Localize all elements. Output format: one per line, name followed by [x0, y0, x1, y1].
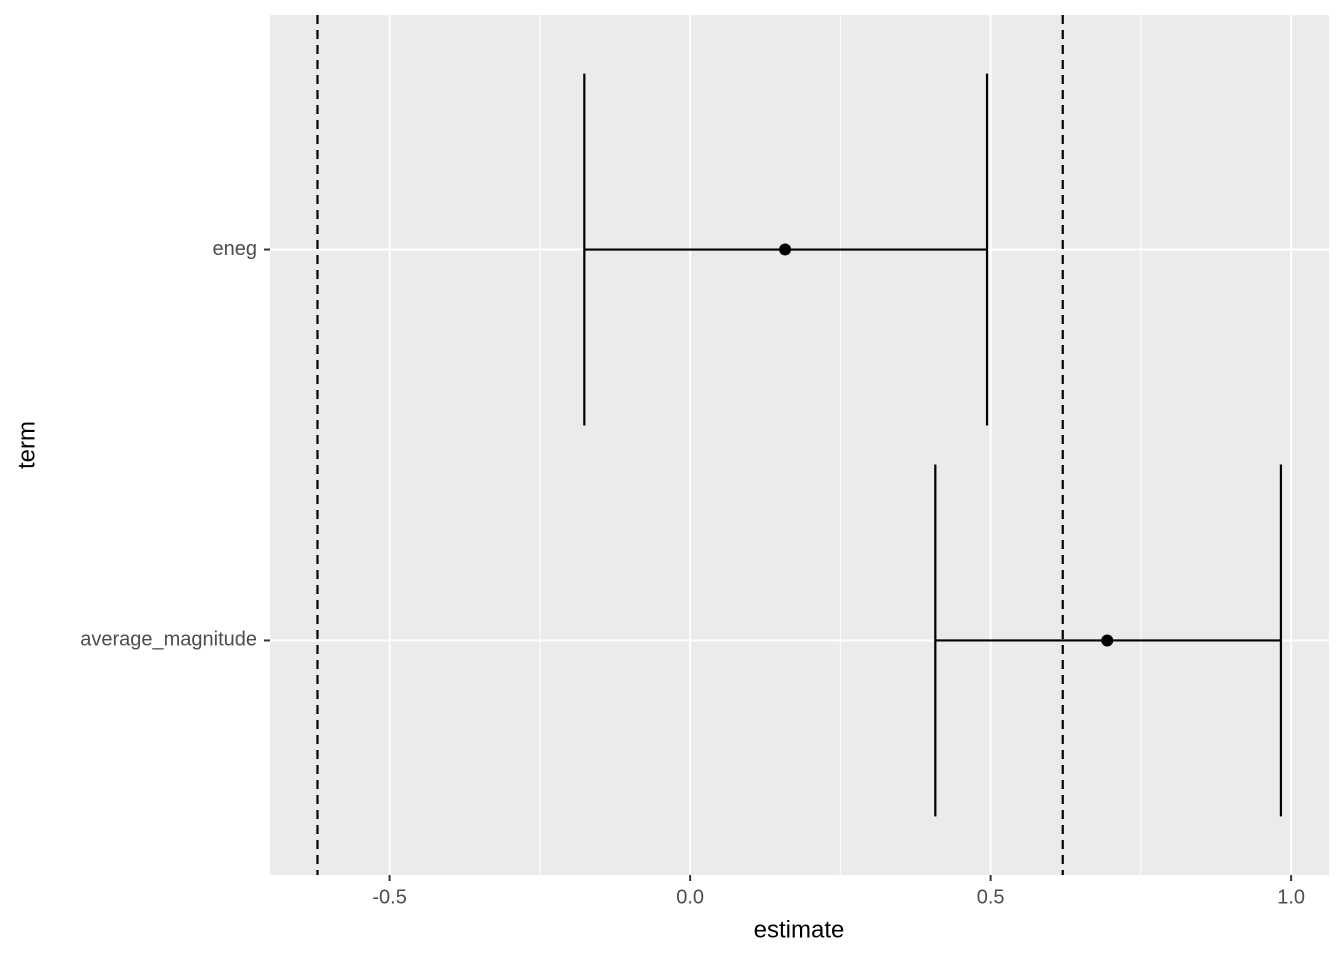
x-tick-label: 0.0	[676, 886, 704, 908]
x-tick-label: -0.5	[372, 886, 406, 908]
x-tick-label: 1.0	[1277, 886, 1305, 908]
x-axis-title: estimate	[754, 916, 845, 943]
x-tick-label: 0.5	[977, 886, 1005, 908]
panel	[270, 15, 1329, 875]
point	[779, 243, 792, 256]
y-tick-label: eneg	[213, 238, 258, 260]
y-axis-title: term	[13, 421, 40, 469]
y-tick-label: average_magnitude	[80, 629, 257, 651]
point	[1101, 634, 1114, 647]
